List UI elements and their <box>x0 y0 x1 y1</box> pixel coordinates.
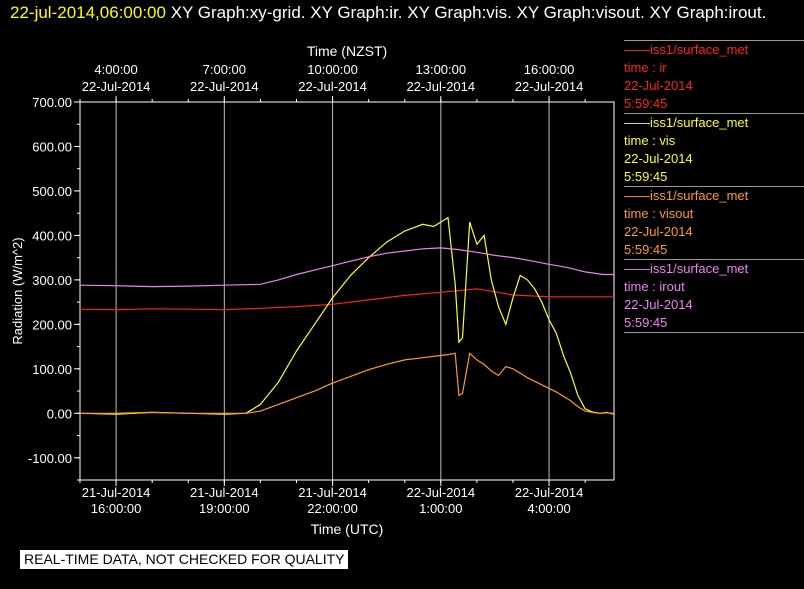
grid-layer <box>115 102 550 480</box>
x-tick-label-date: 21-Jul-2014 <box>298 485 367 500</box>
legend-date: 22-Jul-2014 <box>624 224 693 239</box>
x-tick-label-date: 22-Jul-2014 <box>406 485 475 500</box>
y-tick-label: 700.00 <box>32 95 72 110</box>
x-tick-label-time: 16:00:00 <box>91 501 142 516</box>
legend-date: 22-Jul-2014 <box>624 151 693 166</box>
legend-date: 22-Jul-2014 <box>624 297 693 312</box>
x2-tick-label-date: 22-Jul-2014 <box>515 79 584 94</box>
y-tick-label: 400.00 <box>32 228 72 243</box>
quality-disclaimer: REAL-TIME DATA, NOT CHECKED FOR QUALITY <box>20 550 349 569</box>
series-line-vis <box>79 216 615 415</box>
x2-tick-label-time: 10:00:00 <box>307 62 358 77</box>
y-tick-label: 600.00 <box>32 139 72 154</box>
x-tick-label-time: 1:00:00 <box>419 501 462 516</box>
header-bar: 22-jul-2014,06:00:00 XY Graph:xy-grid. X… <box>10 1 800 25</box>
x2-tick-label-date: 22-Jul-2014 <box>406 79 475 94</box>
y-tick-label: 500.00 <box>32 184 72 199</box>
x2-tick-label-time: 7:00:00 <box>203 62 246 77</box>
x-tick-label-time: 19:00:00 <box>199 501 250 516</box>
y-tick-label: 0.00 <box>47 406 72 421</box>
y-tick-label: -100.00 <box>28 451 72 466</box>
x2-tick-label-time: 4:00:00 <box>94 62 137 77</box>
x-tick-label-time: 22:00:00 <box>307 501 358 516</box>
legend-time: 5:59:45 <box>624 96 668 111</box>
legend-time: 5:59:45 <box>624 242 668 257</box>
header-titles: XY Graph:xy-grid. XY Graph:ir. XY Graph:… <box>170 3 767 22</box>
legend-field: time : irout <box>624 279 685 294</box>
y-axis-label: Radiation (W/m^2) <box>10 237 25 344</box>
legend-date: 22-Jul-2014 <box>624 78 693 93</box>
y-tick-label: 200.00 <box>32 317 72 332</box>
header-datetime: 22-jul-2014,06:00:00 <box>10 3 166 22</box>
x-tick-label-date: 21-Jul-2014 <box>190 485 259 500</box>
y-tick-label: 100.00 <box>32 362 72 377</box>
x2-tick-label-time: 13:00:00 <box>416 62 467 77</box>
legend-field: time : vis <box>624 133 676 148</box>
plot-frame <box>79 101 615 481</box>
legend: ——iss1/surface_met time : ir 22-Jul-2014 5:… <box>624 40 804 333</box>
axis-layer: 21-Jul-201416:00:0021-Jul-201419:00:0021… <box>28 62 586 516</box>
legend-source: ——iss1/surface_met <box>624 261 749 276</box>
x-tick-label-date: 22-Jul-2014 <box>515 485 584 500</box>
legend-time: 5:59:45 <box>624 315 668 330</box>
x2-tick-label-date: 22-Jul-2014 <box>82 79 151 94</box>
x-axis-label: Time (UTC) <box>311 521 384 537</box>
series-line-irout <box>79 247 614 288</box>
legend-source: ——iss1/surface_met <box>624 42 749 57</box>
x2-tick-label-time: 16:00:00 <box>524 62 575 77</box>
series-line-visout <box>80 352 615 414</box>
x2-tick-label-date: 22-Jul-2014 <box>298 79 367 94</box>
legend-time: 5:59:45 <box>624 169 668 184</box>
legend-field: time : ir <box>624 60 667 75</box>
legend-source: ——iss1/surface_met <box>624 115 749 130</box>
y-tick-label: 300.00 <box>32 273 72 288</box>
legend-source: ——iss1/surface_met <box>624 188 749 203</box>
x2-axis-label: Time (NZST) <box>307 43 387 59</box>
series-layer <box>79 216 615 415</box>
series-line-ir <box>79 288 614 311</box>
legend-field: time : visout <box>624 206 694 221</box>
x2-tick-label-date: 22-Jul-2014 <box>190 79 259 94</box>
x-tick-label-time: 4:00:00 <box>527 501 570 516</box>
x-tick-label-date: 21-Jul-2014 <box>82 485 151 500</box>
chart-svg: 21-Jul-201416:00:0021-Jul-201419:00:0021… <box>10 43 615 537</box>
